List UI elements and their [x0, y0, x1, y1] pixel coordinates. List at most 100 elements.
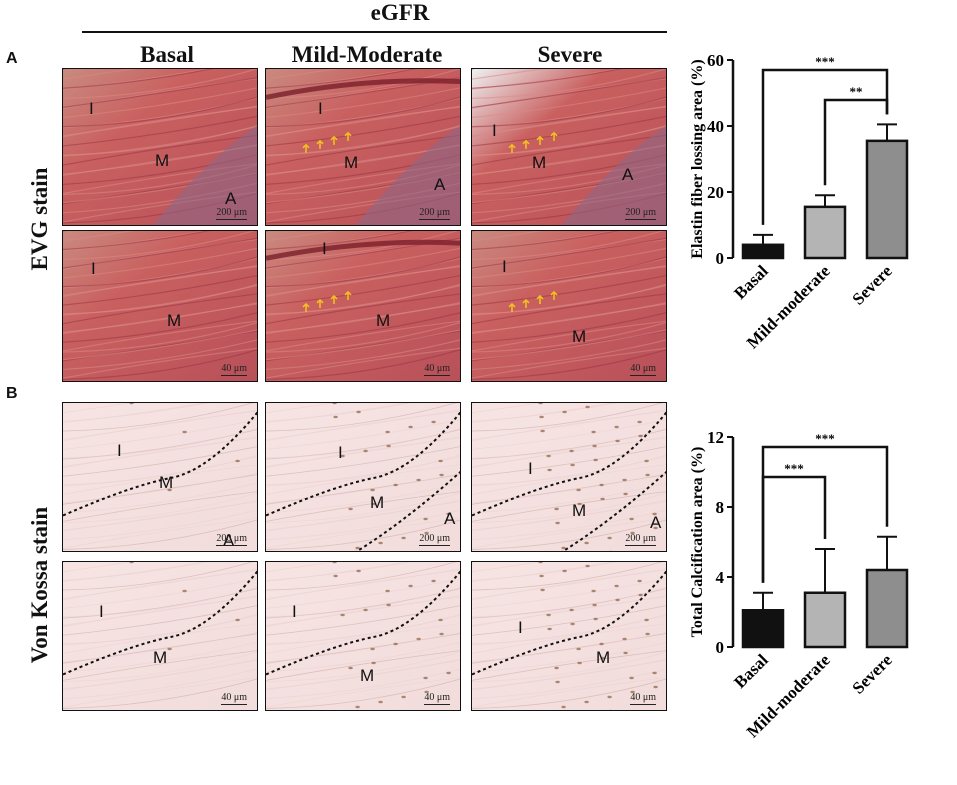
- label-media: M: [370, 493, 385, 512]
- label-media: M: [596, 648, 611, 667]
- label-intima: I: [91, 259, 96, 278]
- micrograph-vk-top-3: I M A 200 μm: [471, 402, 667, 552]
- panel-letter-b: B: [6, 385, 18, 402]
- label-media: M: [376, 311, 391, 330]
- micrograph-texture: [472, 69, 666, 225]
- scale-bar-line: [424, 703, 450, 705]
- label-media: M: [155, 151, 170, 170]
- micrograph-vk-bottom-2: I M 40 μm: [265, 561, 461, 711]
- label-adventitia: A: [650, 513, 662, 532]
- bar-severe: [865, 568, 909, 649]
- micrograph-texture: [63, 562, 257, 710]
- label-intima: I: [89, 99, 94, 118]
- micrograph-evg-bottom-2: I M 40 μm: [265, 230, 461, 382]
- scale-bar: 40 μm: [630, 362, 656, 376]
- label-adventitia: A: [225, 189, 237, 208]
- bar-severe: [865, 139, 909, 260]
- bar-mild-moderate: [803, 591, 847, 649]
- significance-bracket: [823, 98, 889, 186]
- micrograph-evg-bottom-3: I M 40 μm: [471, 230, 667, 382]
- scale-bar-label: 200 μm: [419, 532, 450, 544]
- micrograph-evg-bottom-1: I M 40 μm: [62, 230, 258, 382]
- y-tick-label: 4: [716, 568, 725, 587]
- bar-basal: [741, 609, 785, 649]
- category-label: Basal: [730, 261, 772, 303]
- significance-bracket: [761, 475, 827, 583]
- egfr-header-rule: [82, 31, 667, 33]
- label-intima: I: [492, 121, 497, 140]
- micrograph-evg-top-1: I M A 200 μm: [62, 68, 258, 226]
- label-media: M: [167, 311, 182, 330]
- category-label: Basal: [730, 650, 772, 692]
- label-media: M: [360, 666, 375, 685]
- scale-bar-label: 200 μm: [625, 206, 656, 218]
- y-tick-label: 60: [707, 51, 724, 70]
- y-tick-label: 20: [707, 183, 724, 202]
- micrograph-texture: [63, 231, 257, 381]
- y-tick-label: 40: [707, 117, 724, 136]
- micrograph-texture: [266, 403, 460, 551]
- scale-bar-label: 40 μm: [424, 362, 450, 374]
- row-label-evg: EVG stain: [27, 167, 52, 271]
- scale-bar-label: 200 μm: [216, 532, 247, 544]
- panel-letter-a: A: [6, 50, 18, 67]
- scale-bar-line: [424, 374, 450, 376]
- egfr-header: eGFR: [370, 0, 430, 25]
- bar-mild-moderate: [803, 205, 847, 260]
- label-media: M: [532, 153, 547, 172]
- scale-bar: 40 μm: [630, 692, 656, 705]
- scale-bar: 40 μm: [221, 692, 247, 705]
- scale-bar-label: 200 μm: [419, 206, 450, 218]
- micrograph-texture: [472, 231, 666, 381]
- micrograph-texture: [472, 562, 666, 710]
- label-intima: I: [518, 618, 523, 637]
- scale-bar-line: [630, 374, 656, 376]
- label-intima: I: [322, 239, 327, 258]
- scale-bar-label: 40 μm: [221, 362, 247, 374]
- scale-bar-line: [625, 544, 656, 546]
- scale-bar-label: 40 μm: [630, 362, 656, 374]
- scale-bar-line: [216, 218, 247, 220]
- significance-stars: ***: [784, 461, 804, 476]
- calcification-chart-svg: Total Calcification area (%)04812BasalMi…: [689, 428, 909, 741]
- scale-bar: 200 μm: [216, 532, 247, 546]
- scale-bar: 200 μm: [419, 532, 450, 546]
- label-media: M: [344, 153, 359, 172]
- label-media: M: [159, 473, 174, 492]
- category-label: Severe: [849, 650, 897, 698]
- column-header-basal: Basal: [140, 42, 194, 67]
- y-axis-label: Total Calcification area (%): [689, 447, 706, 638]
- label-intima: I: [117, 441, 122, 460]
- significance-stars: ***: [815, 54, 835, 69]
- scale-bar: 40 μm: [221, 362, 247, 376]
- micrograph-vk-top-1: I M A 200 μm: [62, 402, 258, 552]
- micrograph-texture: [63, 403, 257, 551]
- row-label-von-kossa: Von Kossa stain: [27, 506, 52, 664]
- y-tick-label: 0: [716, 249, 725, 268]
- category-label: Severe: [849, 261, 897, 309]
- scale-bar-line: [419, 544, 450, 546]
- scale-bar-line: [221, 374, 247, 376]
- label-media: M: [572, 501, 587, 520]
- label-adventitia: A: [223, 531, 235, 550]
- elastin-chart: Elastin fiber lossing area (%) 0 20 40 60 Bas…: [680, 45, 955, 380]
- micrograph-texture: [266, 69, 460, 225]
- y-tick-label: 12: [707, 428, 724, 447]
- scale-bar: 200 μm: [216, 207, 247, 220]
- micrograph-evg-top-2: I M A 200 μm: [265, 68, 461, 226]
- label-intima: I: [502, 257, 507, 276]
- label-intima: I: [318, 99, 323, 118]
- label-media: M: [153, 648, 168, 667]
- micrograph-texture: [472, 403, 666, 551]
- label-adventitia: A: [622, 165, 634, 184]
- scale-bar-line: [419, 218, 450, 220]
- scale-bar: 200 μm: [625, 533, 656, 546]
- micrograph-texture: [63, 69, 257, 225]
- micrograph-texture: [266, 231, 460, 381]
- label-adventitia: A: [434, 175, 446, 194]
- micrograph-vk-bottom-1: I M 40 μm: [62, 561, 258, 711]
- y-tick-label: 0: [716, 638, 725, 657]
- column-header-severe: Severe: [537, 42, 603, 67]
- significance-stars: ***: [815, 431, 835, 446]
- scale-bar-line: [216, 544, 247, 546]
